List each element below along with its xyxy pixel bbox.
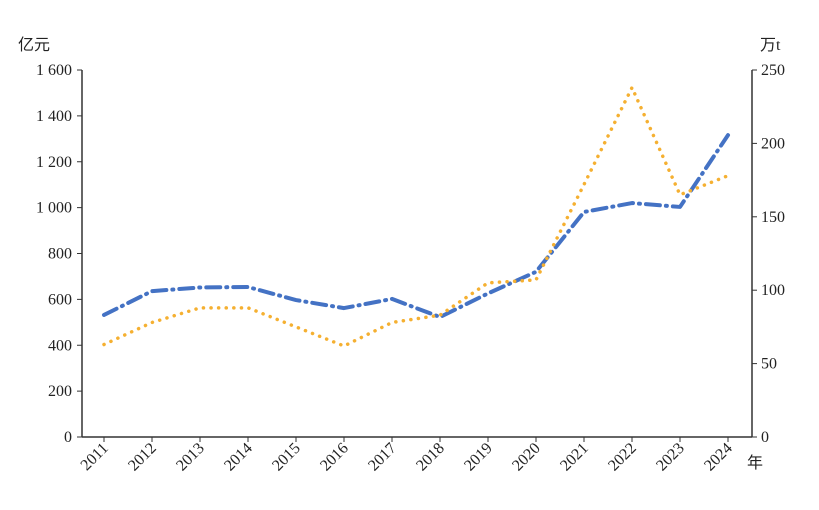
x-tick-label: 2014 [221,440,256,475]
left-tick-label: 1 000 [36,200,72,217]
x-axis-unit: 年 [747,454,763,472]
x-tick-label: 2016 [317,440,352,475]
x-tick-label: 2017 [365,440,400,475]
left-tick-label: 400 [48,337,72,354]
x-tick-label: 2022 [605,440,640,475]
x-tick-label: 2013 [173,440,208,475]
left-tick-label: 1 400 [36,108,72,125]
left-tick-label: 1 200 [36,154,72,171]
x-tick-label: 2018 [413,440,448,475]
right-axis-unit: 万t [760,37,781,54]
left-tick-label: 800 [48,246,72,263]
right-tick-label: 250 [761,62,785,79]
blue-series-line [104,135,728,317]
right-tick-label: 100 [761,282,785,299]
left-tick-label: 200 [48,383,72,400]
x-tick-label: 2012 [125,440,160,475]
x-tick-label: 2024 [701,440,736,475]
right-tick-label: 50 [761,356,777,373]
left-axis-unit: 亿元 [18,36,50,54]
left-tick-label: 1 600 [36,62,72,79]
x-tick-label: 2015 [269,440,304,475]
x-tick-label: 2023 [653,440,688,475]
right-tick-label: 200 [761,135,785,152]
left-tick-label: 0 [64,429,72,446]
x-tick-label: 2020 [509,440,544,475]
x-tick-label: 2019 [461,440,496,475]
right-tick-label: 0 [761,429,769,446]
x-tick-label: 2021 [557,440,592,475]
x-tick-label: 2011 [78,440,112,474]
left-tick-label: 600 [48,291,72,308]
right-tick-label: 150 [761,209,785,226]
